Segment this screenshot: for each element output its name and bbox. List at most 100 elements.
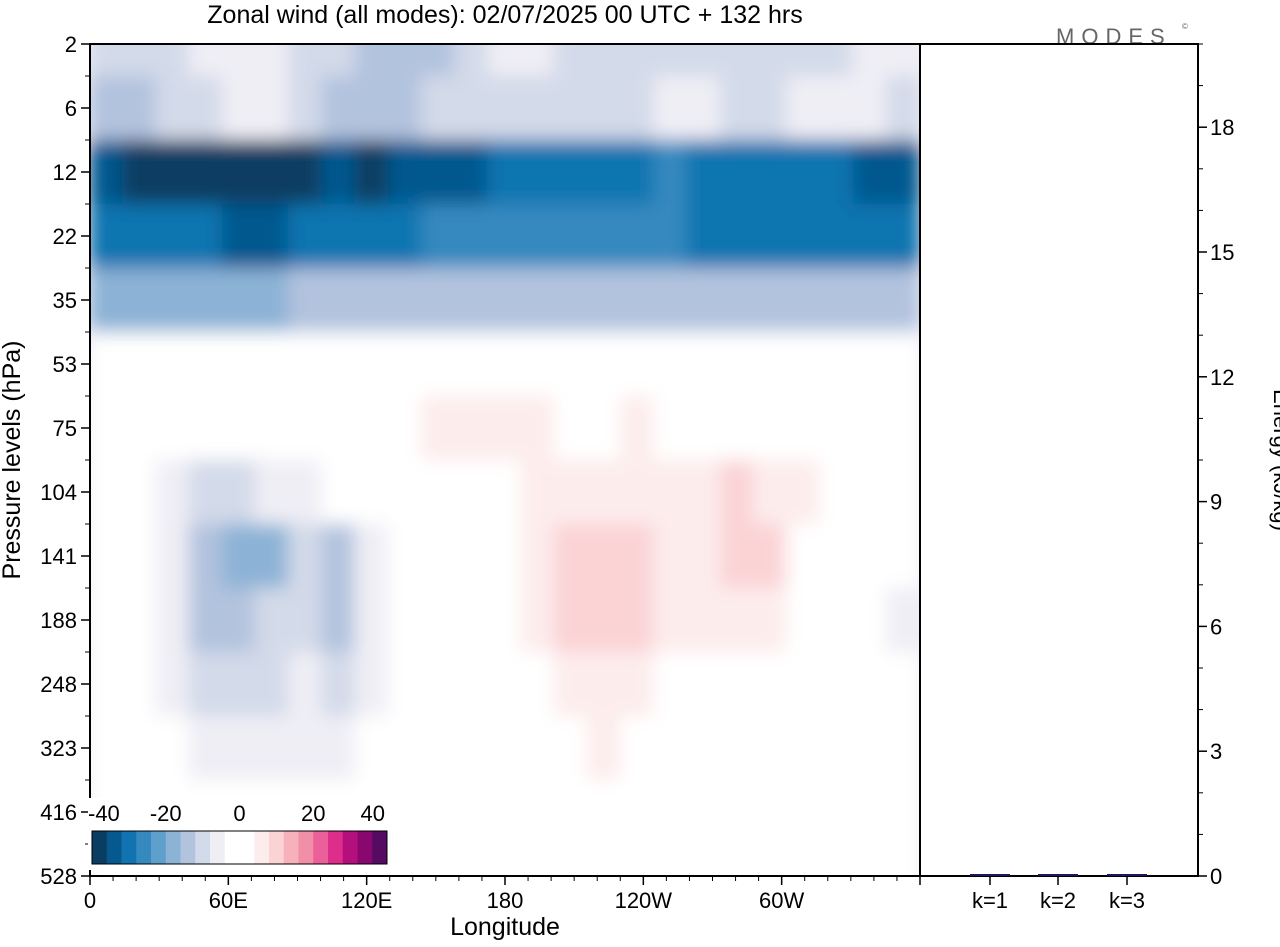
heatmap-cell xyxy=(387,76,423,142)
heatmap-cell xyxy=(90,524,125,590)
heatmap-cell xyxy=(387,524,423,590)
heatmap-cell xyxy=(719,44,755,78)
heatmap-cell xyxy=(122,268,158,334)
heatmap-cell xyxy=(221,332,257,398)
heatmap-cell xyxy=(852,780,888,846)
heatmap-cell xyxy=(786,332,822,398)
heatmap-cell xyxy=(421,204,457,270)
heatmap-cell xyxy=(786,268,822,334)
heatmap-cell xyxy=(487,76,523,142)
heatmap-cell xyxy=(387,844,423,876)
heatmap-cell xyxy=(520,140,556,206)
colorbar-swatch xyxy=(121,831,137,864)
heatmap-cell xyxy=(321,204,357,270)
heatmap-cell xyxy=(587,844,623,876)
pressure-tick-label: 141 xyxy=(40,544,77,569)
pressure-tick-label: 416 xyxy=(40,800,77,825)
chart-title: Zonal wind (all modes): 02/07/2025 00 UT… xyxy=(207,1,802,29)
heatmap-cell xyxy=(321,396,357,462)
heatmap-cell xyxy=(387,396,423,462)
heatmap-cell xyxy=(819,396,855,462)
heatmap-cell xyxy=(321,268,357,334)
energy-tick-label: 9 xyxy=(1210,490,1222,515)
heatmap-cell xyxy=(852,716,888,782)
heatmap-cell xyxy=(288,140,324,206)
heatmap-cell xyxy=(354,140,390,206)
heatmap-cell xyxy=(90,268,125,334)
heatmap-cell xyxy=(421,140,457,206)
heatmap-cell xyxy=(487,716,523,782)
pressure-tick-label: 188 xyxy=(40,608,77,633)
heatmap-cell xyxy=(786,652,822,718)
wavenumber-axis: k=1 k=2 k=3 xyxy=(972,876,1145,913)
longitude-tick-label: 120E xyxy=(341,888,392,913)
heatmap-cell xyxy=(90,588,125,654)
colorbar-swatch xyxy=(269,831,285,864)
heatmap-cell xyxy=(321,716,357,782)
heatmap-cell xyxy=(155,524,191,590)
heatmap-cell xyxy=(454,652,490,718)
heatmap-cell xyxy=(786,780,822,846)
heatmap-cell xyxy=(587,76,623,142)
heatmap-cell xyxy=(852,396,888,462)
heatmap-cell xyxy=(421,332,457,398)
heatmap-cell xyxy=(587,268,623,334)
heatmap-cell xyxy=(553,76,589,142)
heatmap-cell xyxy=(188,396,224,462)
heatmap-cell xyxy=(354,460,390,526)
heatmap-cell xyxy=(387,140,423,206)
colorbar-swatch xyxy=(342,831,358,864)
heatmap-cell xyxy=(819,268,855,334)
heatmap-cell xyxy=(221,652,257,718)
heatmap-cell xyxy=(852,140,888,206)
heatmap-cell xyxy=(620,204,656,270)
heatmap-cell xyxy=(719,780,755,846)
heatmap-cell xyxy=(653,396,689,462)
pressure-tick-label: 75 xyxy=(53,416,77,441)
heatmap-cell xyxy=(288,332,324,398)
colorbar-swatch xyxy=(239,831,255,864)
heatmap-cell xyxy=(686,588,722,654)
heatmap-cell xyxy=(553,140,589,206)
heatmap-cell xyxy=(753,716,789,782)
heatmap-cell xyxy=(553,396,589,462)
heatmap-cell xyxy=(454,332,490,398)
x-axis-title: Longitude xyxy=(450,913,560,941)
heatmap-cell xyxy=(354,588,390,654)
heatmap-cell xyxy=(421,460,457,526)
heatmap-cell xyxy=(188,460,224,526)
heatmap-cell xyxy=(354,716,390,782)
heatmap-cell xyxy=(520,332,556,398)
longitude-tick-label: 180 xyxy=(487,888,524,913)
heatmap-cell xyxy=(188,268,224,334)
heatmap-cell xyxy=(122,652,158,718)
heatmap-cell xyxy=(155,332,191,398)
heatmap-cell xyxy=(288,588,324,654)
heatmap-cell xyxy=(520,268,556,334)
heatmap-cell xyxy=(421,588,457,654)
heatmap-cell xyxy=(587,588,623,654)
heatmap-cell xyxy=(520,588,556,654)
heatmap-cell xyxy=(686,780,722,846)
energy-bar xyxy=(970,874,1010,876)
heatmap-cell xyxy=(852,268,888,334)
heatmap-cell xyxy=(221,524,257,590)
heatmap-cell xyxy=(786,396,822,462)
heatmap-cell xyxy=(885,332,920,398)
heatmap-cell xyxy=(188,204,224,270)
energy-tick-label: 12 xyxy=(1210,365,1234,390)
heatmap-cell xyxy=(387,588,423,654)
heatmap-cell xyxy=(454,716,490,782)
heatmap-cell xyxy=(819,332,855,398)
heatmap-cell xyxy=(620,844,656,876)
heatmap-cell xyxy=(653,844,689,876)
heatmap-cell xyxy=(188,76,224,142)
heatmap-cell xyxy=(653,44,689,78)
heatmap-cell xyxy=(520,524,556,590)
heatmap-cell xyxy=(321,332,357,398)
heatmap-cell xyxy=(686,76,722,142)
heatmap-cell xyxy=(487,140,523,206)
heatmap-cell xyxy=(354,652,390,718)
heatmap-cell xyxy=(221,460,257,526)
